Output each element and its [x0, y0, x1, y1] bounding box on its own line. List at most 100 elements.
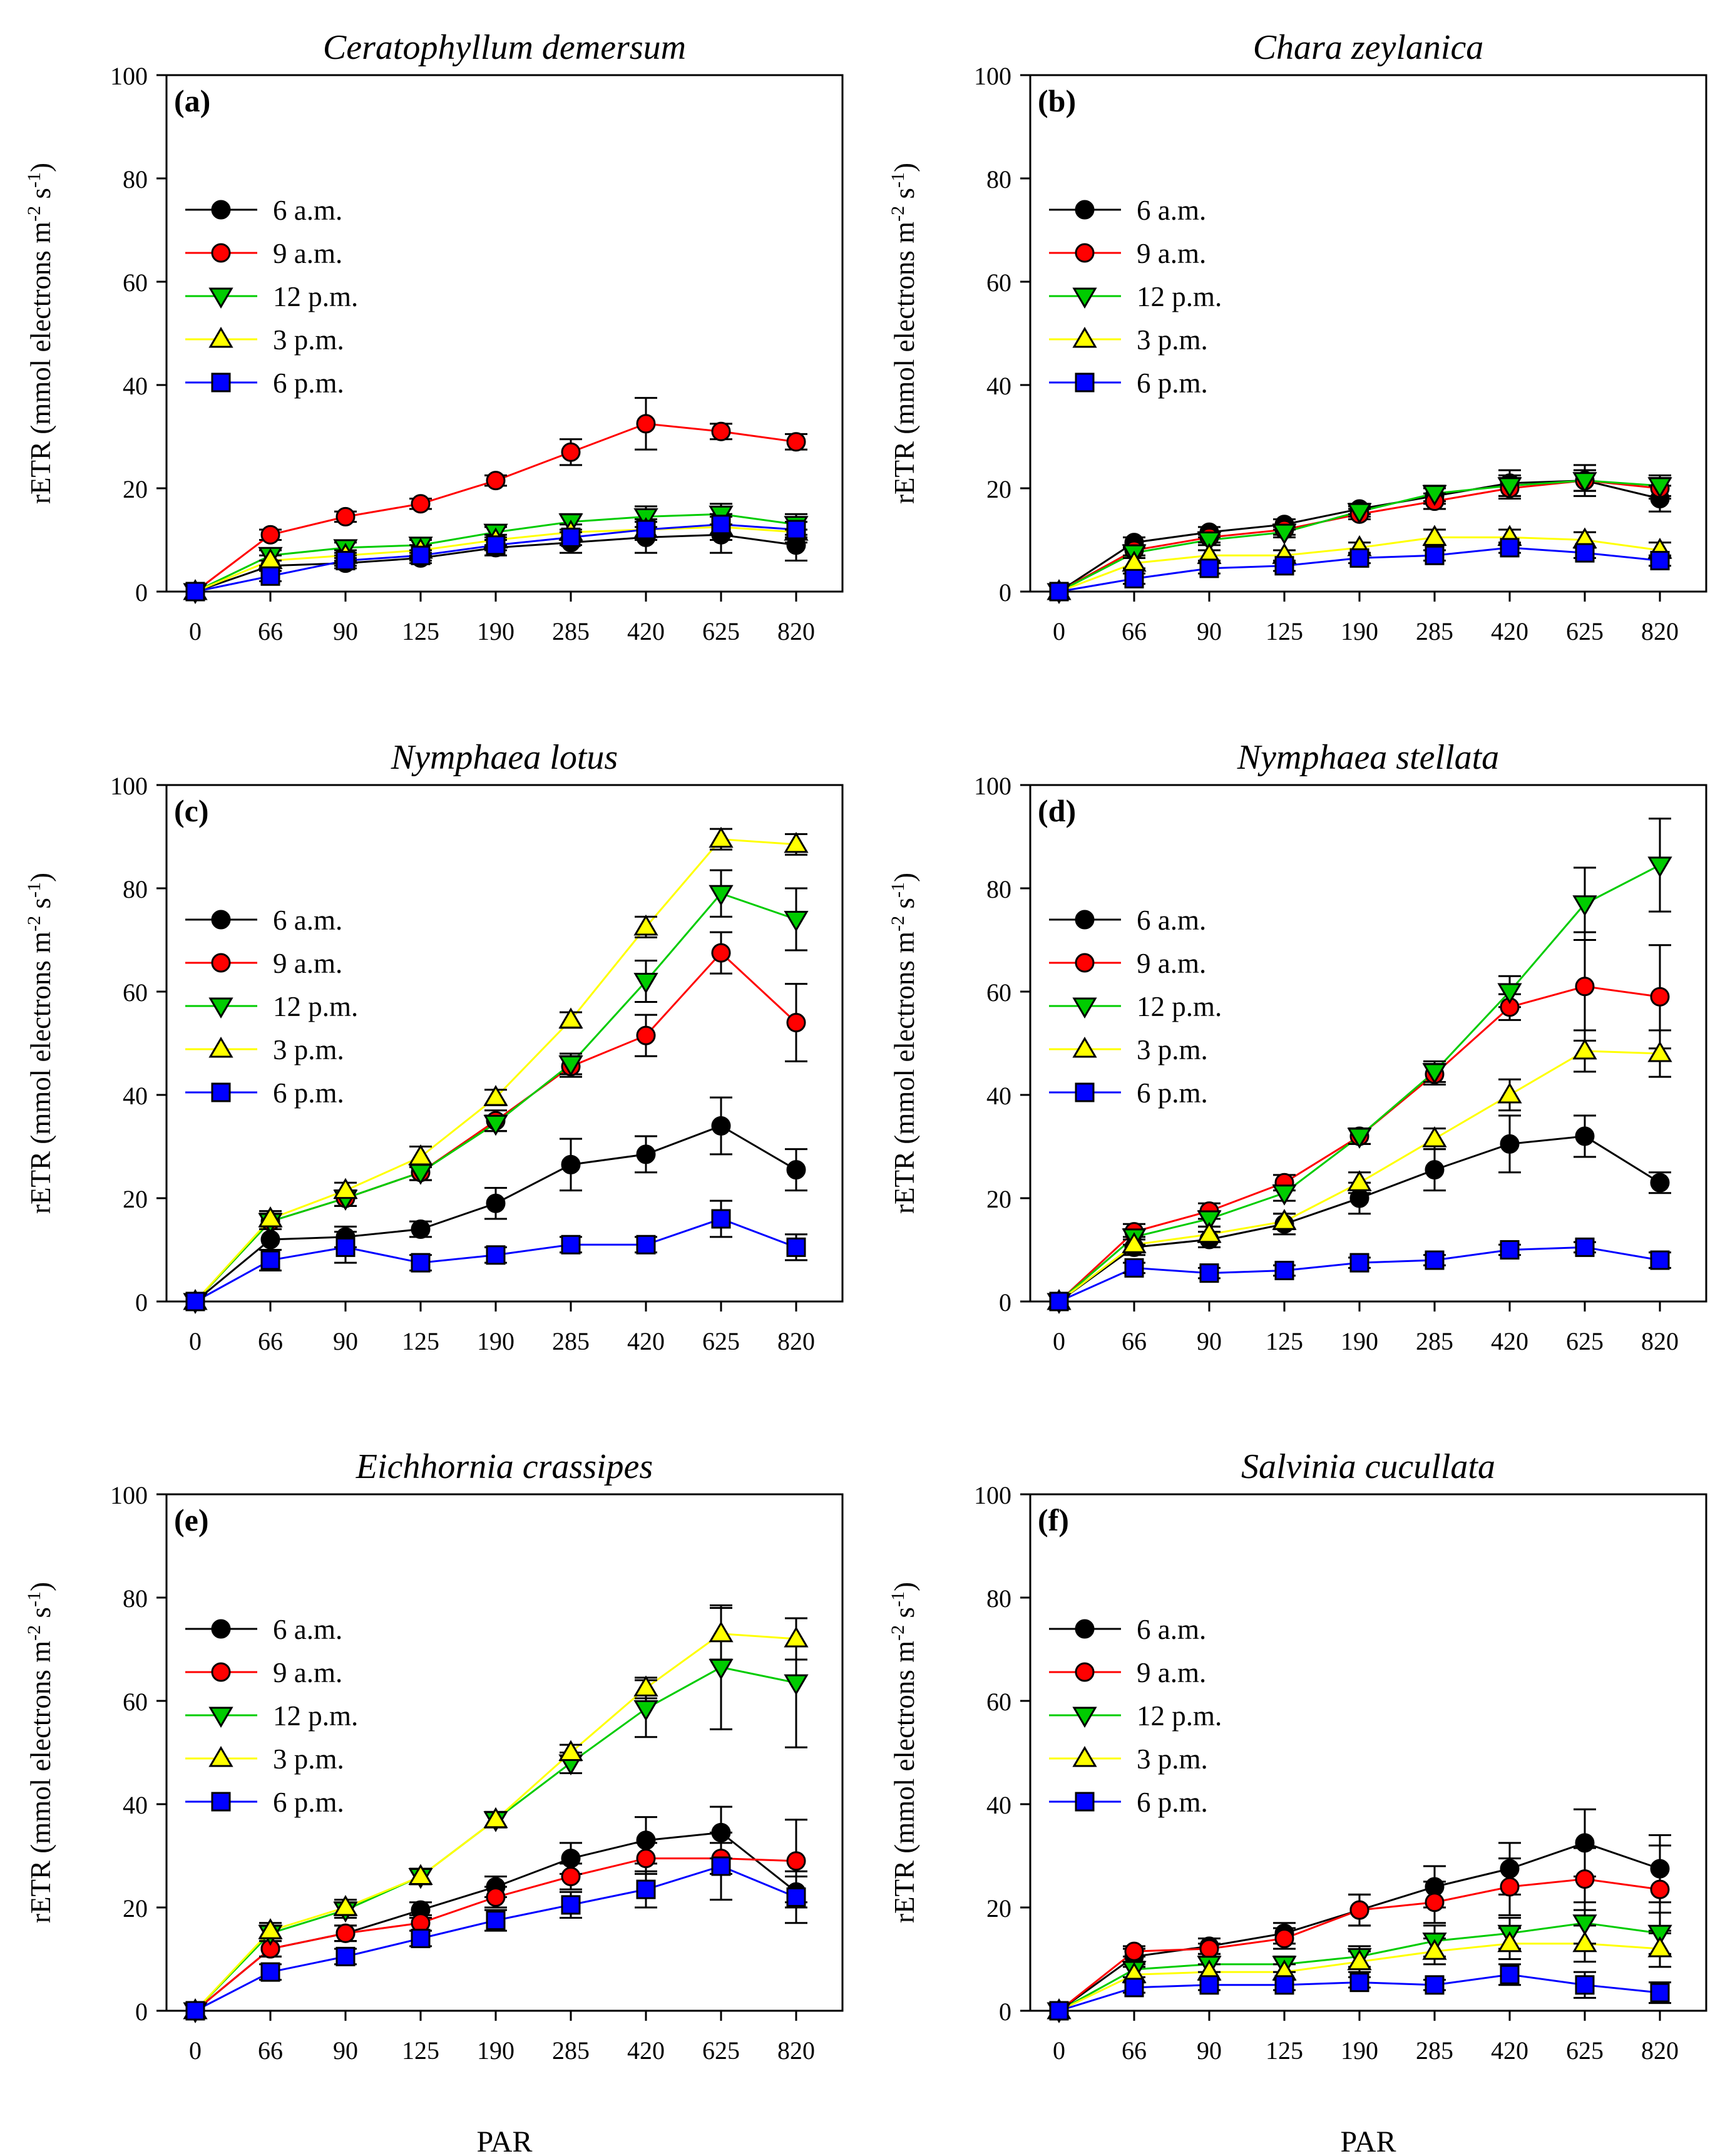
chart-panel-a: Ceratophyllum demersum (a) 0 20 40 60 80 100 0 66… [24, 28, 844, 645]
data-point [558, 1740, 583, 1761]
legend-marker [208, 1037, 233, 1058]
data-point [483, 1807, 508, 1829]
data-point [1422, 1063, 1447, 1084]
legend-marker [1072, 327, 1097, 348]
panel-label: (a) [174, 83, 210, 118]
y-tick-label: 60 [123, 978, 148, 1007]
x-tick-label: 90 [333, 1327, 358, 1355]
data-point [1650, 1173, 1670, 1193]
x-tick-label: 125 [1266, 617, 1303, 645]
y-axis-label-part: rETR (mmol electrons m [25, 222, 56, 504]
data-point [1425, 545, 1445, 565]
y-axis-label-sup: -2 [24, 206, 44, 222]
y-tick-label: 100 [974, 772, 1011, 800]
legend-label: 3 p.m. [273, 1743, 344, 1775]
data-point [1650, 987, 1670, 1007]
x-tick-label: 285 [1416, 617, 1453, 645]
data-point [1425, 1892, 1445, 1912]
data-point [636, 1830, 656, 1851]
data-point [1197, 1221, 1222, 1243]
x-tick-label: 0 [189, 1327, 202, 1355]
legend-label: 6 p.m. [1137, 1077, 1208, 1109]
legend-label: 6 p.m. [273, 1077, 344, 1109]
data-point [1197, 1210, 1222, 1231]
legend-marker [1075, 1082, 1095, 1102]
data-point [1347, 1127, 1372, 1149]
data-point [258, 1918, 283, 1939]
y-axis-label-sup: -2 [24, 916, 44, 932]
legend-label: 12 p.m. [1137, 281, 1222, 312]
y-tick-label: 20 [986, 1894, 1011, 1922]
data-point [711, 1856, 731, 1876]
y-axis-label-part: ) [889, 873, 920, 882]
y-tick-label: 0 [999, 1288, 1011, 1317]
y-tick-label: 80 [986, 1584, 1011, 1613]
y-axis-label-part: s [889, 188, 920, 206]
data-point [1274, 1929, 1294, 1948]
data-point [1199, 1975, 1219, 1995]
panel-label: (b) [1038, 83, 1076, 118]
y-axis-label: rETR (mmol electrons m-2 s-1) [24, 1582, 56, 1923]
data-point [1575, 543, 1595, 563]
plot-frame [165, 1493, 844, 2012]
y-axis-label-part: rETR (mmol electrons m [25, 932, 56, 1214]
legend-label: 6 p.m. [1137, 367, 1208, 399]
y-axis-label-part: s [25, 1607, 56, 1625]
legend-marker [1075, 372, 1095, 393]
y-tick-label: 100 [110, 772, 148, 800]
data-point [1575, 1237, 1595, 1257]
data-point [411, 1219, 431, 1239]
x-tick-label: 66 [1122, 1327, 1147, 1355]
data-point [1425, 1975, 1445, 1995]
data-point [711, 943, 731, 963]
y-axis-label-sup: -1 [24, 172, 44, 188]
panel-label: (d) [1038, 793, 1076, 828]
data-point [1647, 856, 1672, 878]
y-axis-label-part: rETR (mmol electrons m [889, 1641, 920, 1923]
legend-marker [211, 1792, 231, 1812]
data-point [260, 566, 280, 586]
data-point [335, 551, 356, 570]
x-tick-label: 420 [1491, 617, 1528, 645]
chart-panel-d: Nymphaea stellata (d) 0 20 40 60 80 100 0 66 90 125… [888, 738, 1707, 1355]
x-tick-label: 285 [552, 2036, 590, 2065]
chart-title: Eichhornia crassipes [356, 1447, 653, 1486]
y-tick-label: 20 [986, 475, 1011, 503]
data-point [786, 1851, 806, 1871]
y-tick-label: 0 [999, 578, 1011, 607]
data-point [486, 1911, 506, 1931]
data-point [1349, 1188, 1369, 1208]
data-point [1650, 551, 1670, 570]
data-point [1497, 983, 1522, 1004]
data-point [561, 1867, 581, 1886]
x-tick-label: 66 [258, 2036, 283, 2065]
legend-marker [1072, 1707, 1097, 1728]
legend-label: 3 p.m. [1137, 1743, 1208, 1775]
data-point [633, 973, 658, 994]
panel-label: (e) [174, 1502, 209, 1537]
data-point [709, 1621, 734, 1643]
data-point [260, 1962, 280, 1982]
legend-marker [211, 200, 231, 220]
legend-label: 6 p.m. [1137, 1787, 1208, 1818]
y-tick-label: 0 [999, 1998, 1011, 2026]
data-point [711, 515, 731, 535]
data-point [333, 1178, 358, 1199]
x-tick-label: 0 [189, 617, 202, 645]
legend-marker [1075, 910, 1095, 930]
data-point [1349, 1900, 1369, 1920]
data-point [1500, 1859, 1520, 1879]
legend-marker [211, 372, 231, 393]
y-axis-label-sup: -1 [888, 882, 908, 898]
data-point [1049, 2001, 1069, 2021]
data-point [1500, 1240, 1520, 1260]
data-point [786, 1237, 806, 1257]
data-point [486, 471, 506, 491]
data-point [1500, 1964, 1520, 1984]
y-axis-label-part: rETR (mmol electrons m [889, 932, 920, 1214]
x-tick-label: 420 [627, 2036, 665, 2065]
legend-label: 6 a.m. [273, 905, 342, 936]
legend-label: 9 a.m. [273, 1657, 342, 1688]
legend-marker [1072, 997, 1097, 1019]
